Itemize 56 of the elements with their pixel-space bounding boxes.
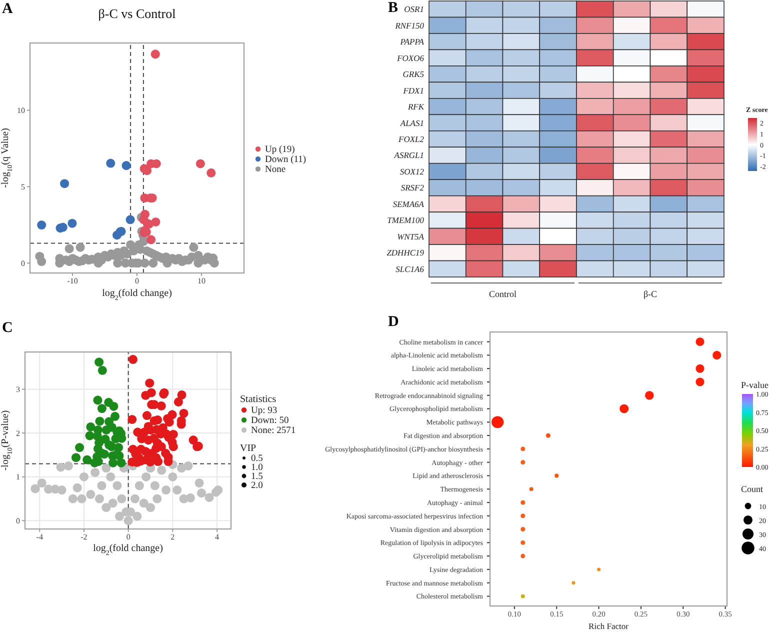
x-tick-label: -4 (36, 532, 43, 542)
text: 1.5 (251, 472, 264, 482)
y-tick-label: 10 (17, 106, 25, 116)
y-tick-label: RNF150 (394, 20, 425, 30)
legend-title: Statistics (240, 394, 276, 405)
text: C (2, 320, 13, 336)
legend-title: Count (741, 484, 764, 494)
y-tick-label: ALAS1 (399, 118, 424, 128)
y-tick-label: PAPPA (399, 36, 425, 47)
y-tick-label: 2 (16, 428, 20, 438)
x-tick-label: -10 (67, 276, 78, 286)
text: VIP (240, 443, 257, 454)
color-bar-title: P-value (741, 380, 768, 390)
y-tick-label: FOXL2 (398, 134, 425, 144)
x-tick-label: 4 (215, 532, 220, 542)
text: 0.5 (251, 454, 264, 464)
y-tick-label: ZDHHC19 (386, 248, 425, 258)
x-axis-title: log$_{2}$(fold change) (93, 543, 163, 557)
legend-label: Down (11) (265, 155, 306, 165)
text: B (388, 0, 398, 16)
legend-label: Up: 93 (251, 406, 278, 416)
y-tick-label: 0 (16, 516, 20, 526)
y-tick-label: OSR1 (404, 4, 424, 14)
y-tick-label: ASRGL1 (393, 150, 424, 160)
legend-label: None (265, 165, 286, 175)
text: D (388, 314, 399, 330)
y-tick-label: 3 (16, 385, 20, 394)
legend-label: Down: 50 (251, 416, 289, 426)
text: β-C (643, 289, 658, 299)
x-tick-label: 10 (197, 276, 206, 286)
x-tick-label: 0 (135, 276, 139, 286)
text: 1.0 (251, 463, 264, 473)
legend-label: None: 2571 (251, 426, 296, 436)
y-tick-label: WNT5A (397, 231, 425, 242)
x-tick-label: 2 (170, 532, 175, 542)
text: 2.0 (251, 481, 264, 491)
y-tick-label: SRSF2 (400, 182, 425, 193)
y-tick-label: SOX12 (400, 166, 425, 176)
x-axis-title: Rich Factor (588, 621, 629, 631)
y-tick-label: 0 (21, 258, 25, 268)
y-tick-label: FOXO6 (396, 52, 425, 63)
y-tick-label: GRK5 (402, 69, 424, 80)
x-axis-title: log$_{2}$(fold change) (102, 288, 172, 302)
chart-title: β-C vs Control (98, 6, 176, 21)
y-tick-label: SEMA6A (392, 198, 425, 209)
y-tick-label: TMEM100 (387, 215, 425, 226)
y-tick-label: FDX1 (402, 85, 424, 96)
text: A (2, 1, 13, 17)
y-tick-label: 1 (16, 472, 20, 482)
y-tick-label: RFK (406, 102, 426, 112)
text: Control (488, 289, 517, 299)
x-tick-label: -2 (80, 532, 88, 542)
y-tick-label: SLC1A6 (396, 264, 425, 274)
legend-label: Up (19) (265, 145, 295, 155)
y-tick-label: 5 (21, 182, 25, 192)
x-tick-label: 0 (126, 532, 130, 542)
